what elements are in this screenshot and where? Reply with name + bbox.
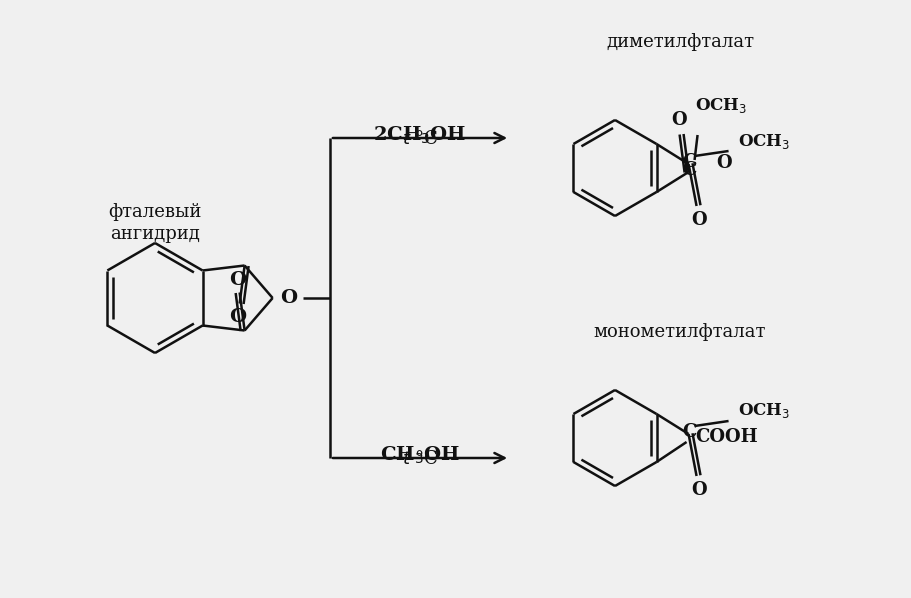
Text: O: O (670, 111, 686, 129)
Text: O: O (715, 154, 731, 172)
Text: C: C (681, 423, 696, 441)
Text: O: O (280, 289, 297, 307)
Text: OCH$_3$: OCH$_3$ (737, 401, 789, 420)
Text: CH$_3$OH: CH$_3$OH (380, 445, 459, 466)
Text: фталевый
ангидрид: фталевый ангидрид (108, 203, 201, 243)
Text: диметилфталат: диметилфталат (605, 33, 753, 51)
Text: 2CH$_3$OH: 2CH$_3$OH (373, 125, 466, 146)
Text: COOH: COOH (694, 428, 757, 446)
Text: O: O (690, 481, 706, 499)
Text: OCH$_3$: OCH$_3$ (694, 96, 746, 114)
Text: O: O (229, 307, 246, 325)
Text: $t$ °C: $t$ °C (402, 450, 438, 468)
Text: C: C (681, 153, 696, 171)
Text: O: O (690, 211, 706, 229)
Text: C: C (681, 161, 696, 179)
Text: $t$ °C: $t$ °C (402, 130, 438, 148)
Text: OCH$_3$: OCH$_3$ (737, 132, 789, 151)
Text: монометилфталат: монометилфталат (593, 323, 765, 341)
Text: O: O (229, 270, 246, 288)
